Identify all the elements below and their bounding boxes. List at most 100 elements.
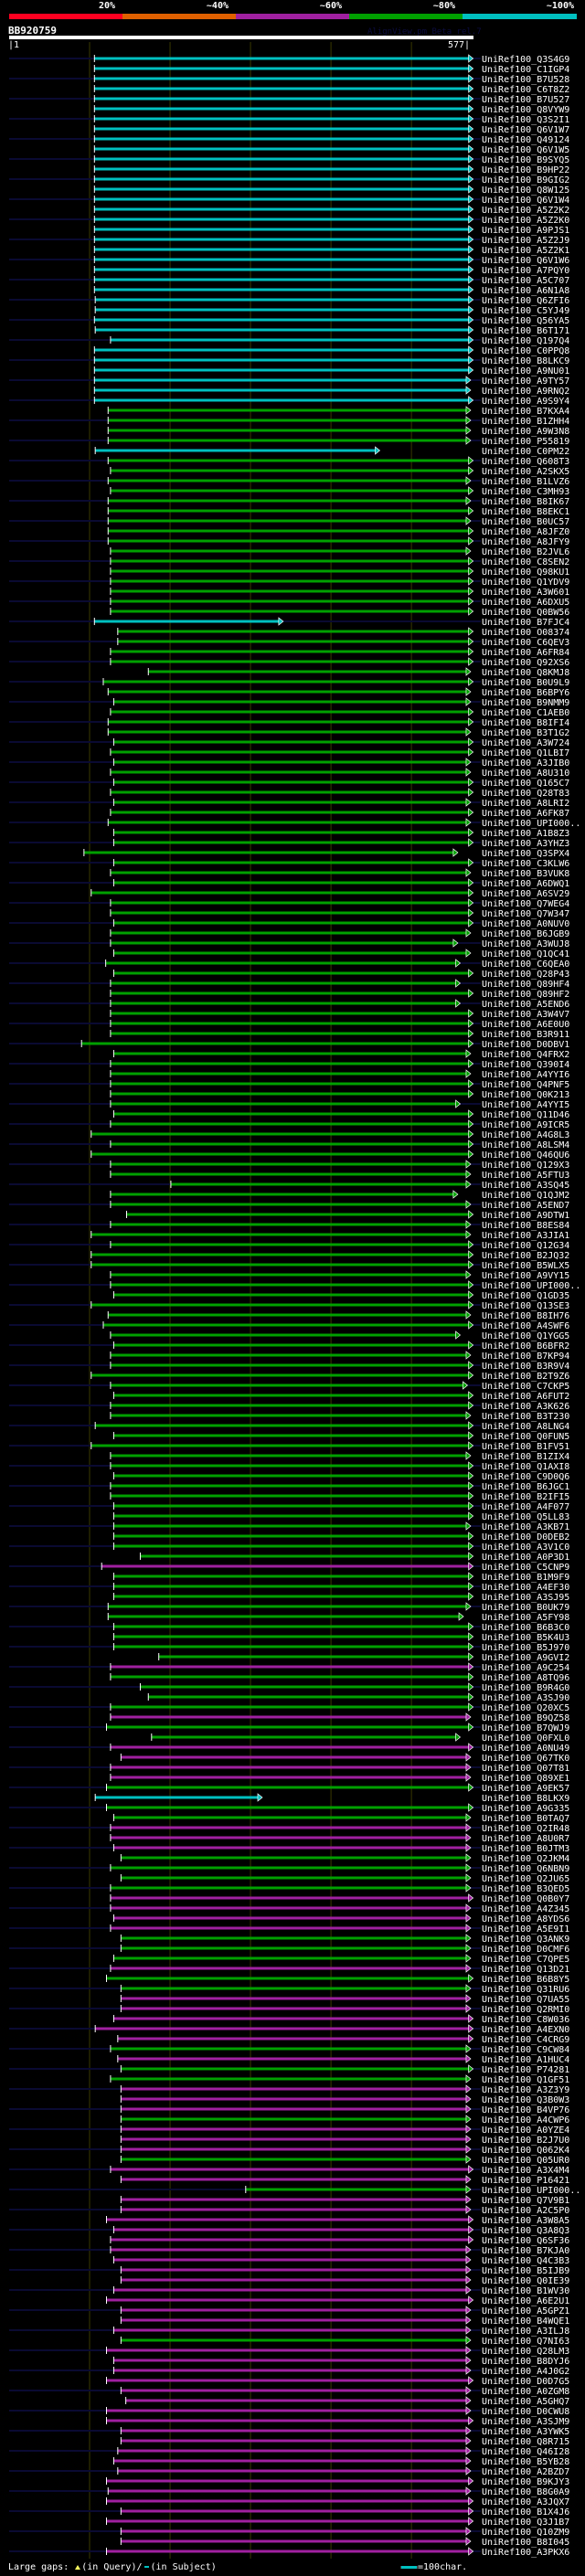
hit-label[interactable]: UniRef100_Q3J1B7	[482, 2518, 569, 2528]
hit-label[interactable]: UniRef100_A2BZD7	[482, 2467, 569, 2477]
hit-label[interactable]: UniRef100_Q89HF4	[482, 980, 569, 990]
hit-label[interactable]: UniRef100_A0NU49	[482, 1744, 569, 1754]
alignment-row[interactable]: UniRef100_B1M9F9	[112, 1572, 569, 1583]
alignment-row[interactable]: UniRef100_Q6V1W6	[9, 255, 569, 266]
alignment-row[interactable]: UniRef100_O08374	[117, 627, 570, 638]
hit-label[interactable]: UniRef100_Q07T81	[482, 1764, 569, 1774]
hit-label[interactable]: UniRef100_A9TY57	[482, 376, 569, 387]
hit-label[interactable]: UniRef100_A5Z2K0	[482, 216, 569, 226]
hit-label[interactable]: UniRef100_A8U310	[482, 769, 569, 779]
alignment-row[interactable]: UniRef100_B5WLX5	[9, 1260, 569, 1271]
hit-label[interactable]: UniRef100_A8YDS6	[482, 1914, 569, 1924]
hit-label[interactable]: UniRef100_Q46QU6	[482, 1150, 569, 1161]
hit-label[interactable]: UniRef100_A3SJ95	[482, 1593, 569, 1603]
alignment-row[interactable]: UniRef100_A4G8L3	[90, 1129, 570, 1140]
alignment-row[interactable]: UniRef100_B1WV30	[9, 2285, 569, 2296]
alignment-row[interactable]: UniRef100_B9HP22	[93, 164, 569, 175]
alignment-row[interactable]: UniRef100_Q10ZM9	[9, 2527, 569, 2538]
hit-label[interactable]: UniRef100_Q6ZFI6	[482, 296, 569, 306]
alignment-row[interactable]: UniRef100_D0DEB2	[112, 1532, 569, 1542]
hit-label[interactable]: UniRef100_A3JQX7	[482, 2497, 569, 2507]
hit-label[interactable]: UniRef100_B9NMM9	[482, 698, 569, 708]
alignment-row[interactable]: UniRef100_A6FUT2	[112, 1391, 569, 1402]
alignment-row[interactable]: UniRef100_Q46QU6	[90, 1150, 570, 1161]
alignment-row[interactable]: UniRef100_A3SJ95	[112, 1592, 569, 1603]
alignment-row[interactable]: UniRef100_B8IH76	[107, 1310, 569, 1321]
alignment-row[interactable]: UniRef100_Q8R715	[120, 2436, 569, 2447]
hit-label[interactable]: UniRef100_Q3B0W3	[482, 2095, 569, 2105]
alignment-row[interactable]: UniRef100_Q07T81	[9, 1763, 569, 1774]
alignment-row[interactable]: UniRef100_A3KB71	[9, 1521, 569, 1532]
alignment-row[interactable]: UniRef100_A5GPZ1	[9, 2306, 569, 2316]
alignment-row[interactable]: UniRef100_Q2JKM4	[120, 1853, 569, 1864]
alignment-row[interactable]: UniRef100_A9EK57	[9, 1783, 569, 1794]
hit-label[interactable]: UniRef100_A4G8L3	[482, 1130, 569, 1140]
hit-label[interactable]: UniRef100_A0YZE4	[482, 2125, 569, 2136]
alignment-row[interactable]: UniRef100_Q3ANK9	[120, 1934, 569, 1945]
alignment-row[interactable]: UniRef100_B8I045	[120, 2537, 569, 2548]
alignment-row[interactable]: UniRef100_Q0FXL0	[151, 1733, 570, 1744]
hit-label[interactable]: UniRef100_A5C707	[482, 276, 569, 286]
hit-label[interactable]: UniRef100_P55819	[482, 437, 569, 447]
hit-label[interactable]: UniRef100_UPI000..	[482, 819, 580, 829]
alignment-row[interactable]: UniRef100_B9SYQ5	[9, 154, 569, 165]
hit-label[interactable]: UniRef100_A6E0U0	[482, 1020, 569, 1030]
hit-label[interactable]: UniRef100_A2C5P0	[482, 2206, 569, 2216]
hit-label[interactable]: UniRef100_Q20XC5	[482, 1703, 569, 1713]
alignment-row[interactable]: UniRef100_B1FV51	[9, 1441, 569, 1452]
alignment-row[interactable]: UniRef100_B8ES84	[9, 1220, 569, 1231]
alignment-row[interactable]: UniRef100_A2SKX5	[110, 466, 569, 477]
hit-label[interactable]: UniRef100_A5END6	[482, 1000, 569, 1010]
alignment-row[interactable]: UniRef100_Q8KMJ8	[147, 667, 569, 678]
alignment-row[interactable]: UniRef100_C1AEB0	[110, 707, 569, 718]
hit-label[interactable]: UniRef100_A3SJ90	[482, 1693, 569, 1703]
alignment-row[interactable]: UniRef100_Q0IE39	[120, 2275, 569, 2286]
hit-label[interactable]: UniRef100_Q05UR0	[482, 2156, 569, 2166]
alignment-row[interactable]: UniRef100_A9NU01	[93, 366, 569, 376]
hit-label[interactable]: UniRef100_A8JFY9	[482, 537, 569, 547]
hit-label[interactable]: UniRef100_Q46I28	[482, 2447, 569, 2457]
alignment-row[interactable]: UniRef100_Q6SF36	[110, 2235, 569, 2246]
alignment-row[interactable]: UniRef100_C5YJ49	[94, 305, 569, 316]
alignment-row[interactable]: UniRef100_Q1LBI7	[110, 747, 569, 758]
hit-label[interactable]: UniRef100_Q6V1W4	[482, 196, 569, 206]
alignment-row[interactable]: UniRef100_Q12G34	[9, 1240, 569, 1251]
hit-label[interactable]: UniRef100_B6BFR2	[482, 1341, 569, 1352]
alignment-row[interactable]: UniRef100_Q7UA55	[120, 1994, 569, 2005]
alignment-row[interactable]: UniRef100_B6JGC1	[9, 1481, 569, 1492]
hit-label[interactable]: UniRef100_A9VY15	[482, 1271, 569, 1281]
alignment-row[interactable]: UniRef100_UPI000..	[9, 2185, 580, 2196]
alignment-row[interactable]: UniRef100_B8G0A9	[9, 2486, 569, 2497]
hit-label[interactable]: UniRef100_A6SV29	[482, 889, 569, 899]
alignment-row[interactable]: UniRef100_Q2RMI0	[9, 2004, 569, 2015]
alignment-row[interactable]: UniRef100_C4CRG9	[117, 2034, 570, 2045]
hit-label[interactable]: UniRef100_C3KLW6	[482, 859, 569, 869]
hit-label[interactable]: UniRef100_Q0FXL0	[482, 1733, 569, 1744]
hit-label[interactable]: UniRef100_B4WQE1	[482, 2316, 569, 2327]
alignment-row[interactable]: UniRef100_A5Z2K2	[93, 205, 569, 216]
hit-label[interactable]: UniRef100_B7U527	[482, 95, 569, 105]
alignment-row[interactable]: UniRef100_A9W3N8	[107, 426, 569, 437]
hit-label[interactable]: UniRef100_B3QED5	[482, 1884, 569, 1894]
alignment-row[interactable]: UniRef100_A4CWP6	[120, 2115, 569, 2125]
hit-label[interactable]: UniRef100_Q1YGG5	[482, 1331, 569, 1341]
alignment-row[interactable]: UniRef100_Q6ZFI6	[9, 295, 569, 306]
alignment-row[interactable]: UniRef100_D0DBV1	[9, 1039, 569, 1050]
alignment-row[interactable]: UniRef100_A4EXN0	[9, 2024, 569, 2035]
hit-label[interactable]: UniRef100_A2SKX5	[482, 467, 569, 477]
hit-label[interactable]: UniRef100_A3YHZ3	[482, 839, 569, 849]
hit-label[interactable]: UniRef100_A8TQ96	[482, 1673, 569, 1683]
hit-label[interactable]: UniRef100_Q7WEG4	[482, 899, 569, 909]
hit-label[interactable]: UniRef100_Q2JKM4	[482, 1854, 569, 1864]
hit-label[interactable]: UniRef100_A9G335	[482, 1804, 569, 1814]
alignment-row[interactable]: UniRef100_Q1GF51	[110, 2074, 569, 2085]
hit-label[interactable]: UniRef100_A3WUJ8	[482, 939, 569, 949]
alignment-row[interactable]: UniRef100_Q3J1B7	[106, 2517, 570, 2528]
hit-label[interactable]: UniRef100_Q062K4	[482, 2146, 569, 2156]
hit-label[interactable]: UniRef100_Q28T83	[482, 789, 569, 799]
alignment-row[interactable]: UniRef100_Q05UR0	[120, 2155, 569, 2166]
alignment-row[interactable]: UniRef100_B7U528	[9, 74, 569, 85]
alignment-row[interactable]: UniRef100_B8EKC1	[107, 506, 569, 517]
hit-label[interactable]: UniRef100_Q1QC41	[482, 949, 569, 959]
hit-label[interactable]: UniRef100_A9S9Y4	[482, 397, 569, 407]
